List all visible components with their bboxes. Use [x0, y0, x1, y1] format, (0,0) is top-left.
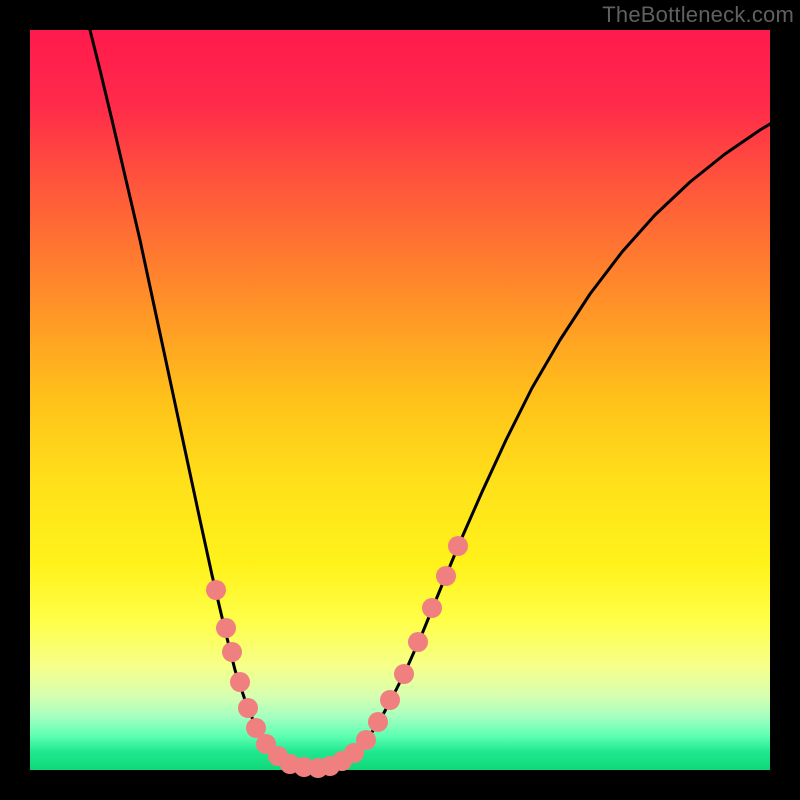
marker-dot-icon: [368, 712, 388, 732]
marker-dot-icon: [206, 580, 226, 600]
marker-dot-icon: [230, 672, 250, 692]
chart-canvas: TheBottleneck.com: [0, 0, 800, 800]
marker-dot-icon: [380, 690, 400, 710]
marker-dot-icon: [422, 598, 442, 618]
marker-dot-icon: [356, 730, 376, 750]
marker-dot-icon: [238, 698, 258, 718]
marker-dot-icon: [448, 536, 468, 556]
marker-dot-icon: [222, 642, 242, 662]
gradient-panel: [30, 30, 770, 770]
bottleneck-chart-svg: [0, 0, 800, 800]
marker-dot-icon: [394, 664, 414, 684]
marker-dot-icon: [436, 566, 456, 586]
marker-dot-icon: [216, 618, 236, 638]
marker-dot-icon: [408, 632, 428, 652]
watermark-text: TheBottleneck.com: [602, 2, 794, 28]
